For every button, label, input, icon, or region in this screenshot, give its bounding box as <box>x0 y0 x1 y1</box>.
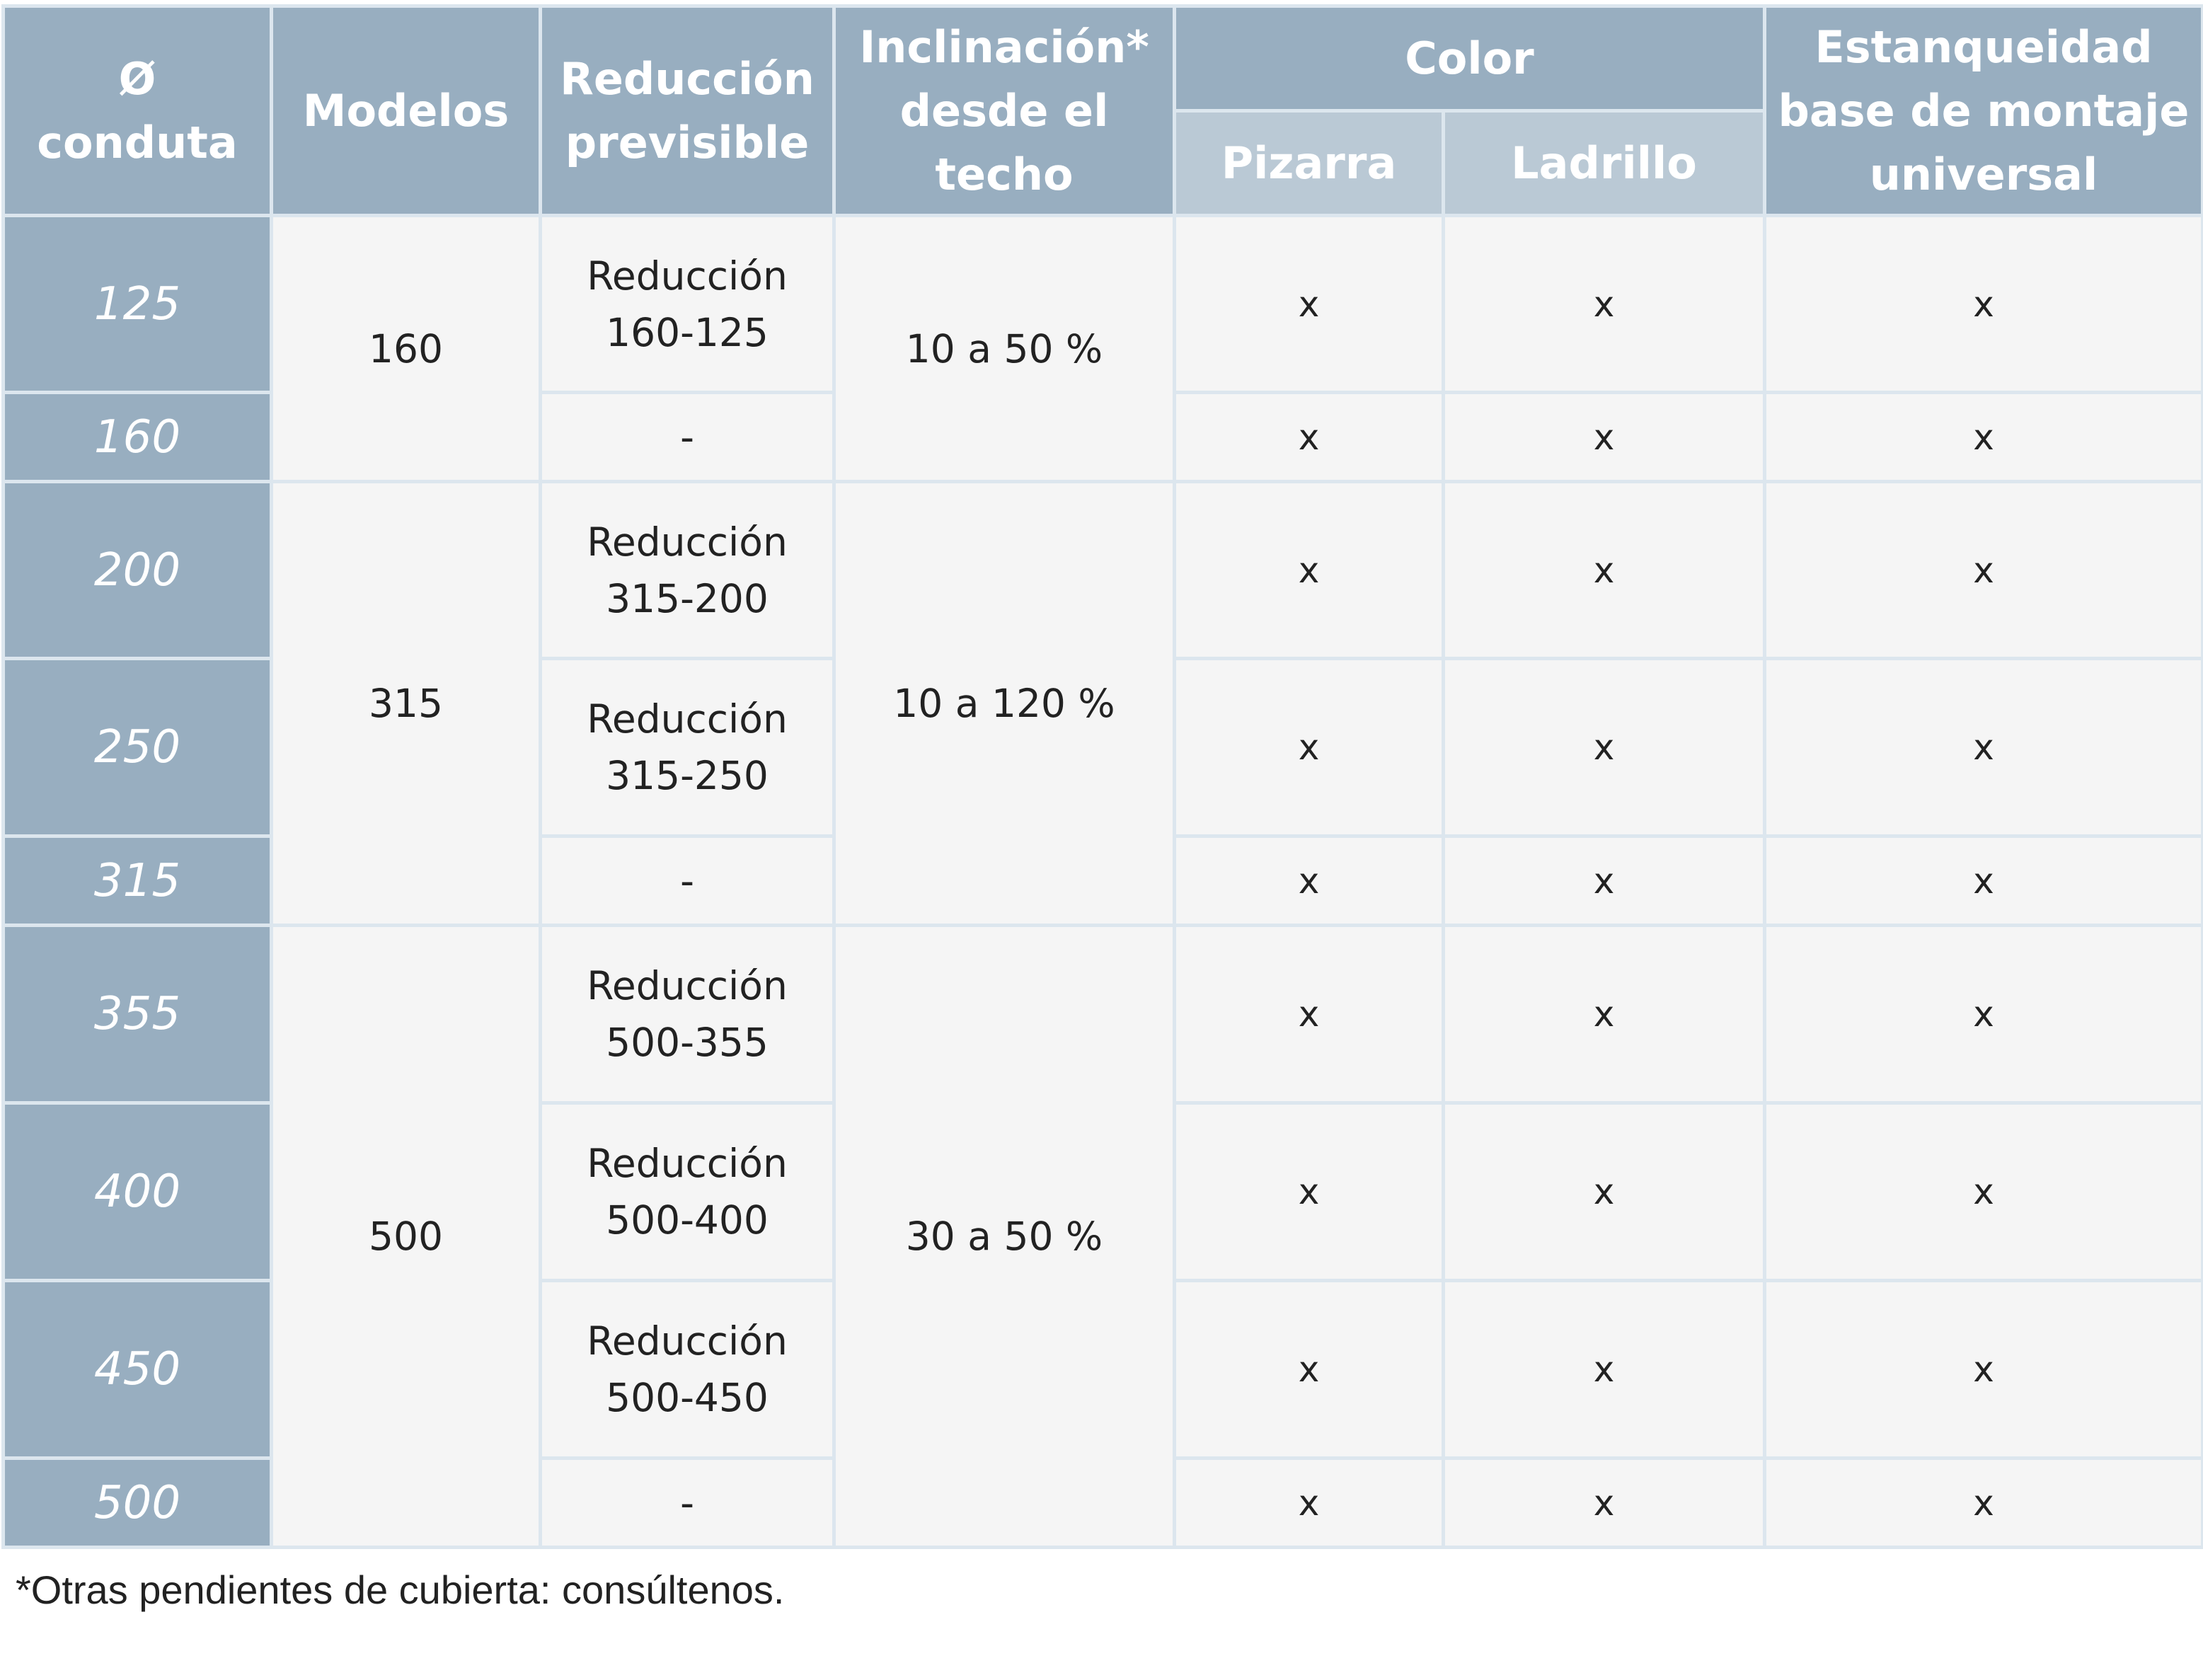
header-incline-line3: techo <box>935 148 1074 200</box>
pizarra-mark: x <box>1173 480 1445 660</box>
reduction-cell: - <box>539 834 836 927</box>
seal-mark: x <box>1763 1279 2203 1460</box>
reduction-line1: - <box>680 1480 694 1526</box>
header-seal-line2: base de montaje <box>1778 84 2190 137</box>
model-cell: 500 <box>270 924 542 1549</box>
duct-diameter: 315 <box>1 834 273 927</box>
header-color: Color <box>1173 4 1766 113</box>
table-row: 250 Reducción 315-250 x x x <box>1 657 2203 838</box>
reduction-line1: Reducción <box>587 963 788 1008</box>
seal-mark: x <box>1763 924 2203 1105</box>
ladrillo-mark: x <box>1442 1101 1766 1282</box>
reduction-line1: - <box>680 414 694 460</box>
reduction-line1: - <box>680 858 694 904</box>
header-duct: Ø conduta <box>1 4 273 217</box>
pizarra-mark: x <box>1173 1279 1445 1460</box>
pizarra-mark: x <box>1173 834 1445 927</box>
table-row: 160 - x x x <box>1 391 2203 483</box>
ladrillo-mark: x <box>1442 834 1766 927</box>
pizarra-mark: x <box>1173 214 1445 394</box>
header-row-top: Ø conduta Modelos Reducción previsible I… <box>1 4 2203 217</box>
incline-cell: 30 a 50 % <box>832 924 1176 1549</box>
duct-diameter: 355 <box>1 924 273 1105</box>
seal-mark: x <box>1763 214 2203 394</box>
ladrillo-mark: x <box>1442 480 1766 660</box>
reduction-line1: Reducción <box>587 519 788 565</box>
reduction-cell: Reducción 315-200 <box>539 480 836 660</box>
duct-diameter: 200 <box>1 480 273 660</box>
header-seal-line3: universal <box>1869 148 2098 200</box>
table-row: 125 160 Reducción 160-125 10 a 50 % x x … <box>1 214 2203 483</box>
reduction-cell: Reducción 500-355 <box>539 924 836 1105</box>
reduction-cell: Reducción 500-400 <box>539 1101 836 1282</box>
seal-mark: x <box>1763 834 2203 927</box>
duct-diameter: 125 <box>1 214 273 394</box>
reduction-cell: Reducción 500-450 <box>539 1279 836 1460</box>
duct-diameter: 500 <box>1 1456 273 1549</box>
reduction-line1: Reducción <box>587 1318 788 1364</box>
reduction-line2: 160-125 <box>606 309 769 355</box>
table-row: 450 Reducción 500-450 x x x <box>1 1279 2203 1460</box>
pizarra-mark: x <box>1173 924 1445 1105</box>
ladrillo-mark: x <box>1442 924 1766 1105</box>
reduction-cell: Reducción 160-125 <box>539 214 836 394</box>
ladrillo-mark: x <box>1442 1279 1766 1460</box>
seal-mark: x <box>1763 391 2203 483</box>
reduction-line1: Reducción <box>587 253 788 299</box>
reduction-line2: 315-250 <box>606 753 769 798</box>
model-cell: 315 <box>270 480 542 927</box>
ladrillo-mark: x <box>1442 1456 1766 1549</box>
header-seal-line1: Estanqueidad <box>1814 21 2153 73</box>
table-row: 315 - x x x <box>1 834 2203 927</box>
table-row: 500 - x x x <box>1 1456 2203 1549</box>
reduction-line2: 500-450 <box>606 1375 769 1420</box>
header-incline-line1: Inclinación* <box>859 21 1149 73</box>
reduction-line1: Reducción <box>587 1141 788 1186</box>
pizarra-mark: x <box>1173 391 1445 483</box>
header-duct-symbol: Ø <box>118 52 156 105</box>
incline-cell: 10 a 120 % <box>832 480 1176 927</box>
pizarra-mark: x <box>1173 1456 1445 1549</box>
pizarra-mark: x <box>1173 1101 1445 1282</box>
header-row-sub: Pizarra Ladrillo <box>4 109 2203 217</box>
header-color-pizarra: Pizarra <box>1173 109 1445 217</box>
seal-mark: x <box>1763 480 2203 660</box>
header-models: Modelos <box>270 4 542 217</box>
reduction-cell: Reducción 315-250 <box>539 657 836 838</box>
reduction-line2: 500-400 <box>606 1197 769 1243</box>
reduction-line2: 500-355 <box>606 1020 769 1065</box>
header-incline: Inclinación* desde el techo <box>832 4 1176 217</box>
header-incline-line2: desde el <box>899 84 1109 137</box>
duct-diameter: 400 <box>1 1101 273 1282</box>
pizarra-mark: x <box>1173 657 1445 838</box>
footnote: *Otras pendientes de cubierta: consúlten… <box>16 1567 785 1612</box>
header-models-label: Modelos <box>302 84 510 137</box>
incline-cell: 10 a 50 % <box>832 214 1176 483</box>
header-color-ladrillo: Ladrillo <box>1442 109 1766 217</box>
ladrillo-mark: x <box>1442 657 1766 838</box>
ladrillo-mark: x <box>1442 214 1766 394</box>
spec-table: Ø conduta Modelos Reducción previsible I… <box>1 4 2203 1549</box>
reduction-line1: Reducción <box>587 696 788 742</box>
header-seal: Estanqueidad base de montaje universal <box>1763 4 2203 217</box>
table-row: 200 315 Reducción 315-200 10 a 120 % x x… <box>1 480 2203 927</box>
reduction-cell: - <box>539 391 836 483</box>
reduction-cell: - <box>539 1456 836 1549</box>
ladrillo-mark: x <box>1442 391 1766 483</box>
table-row: 355 500 Reducción 500-355 30 a 50 % x x … <box>1 924 2203 1549</box>
model-cell: 160 <box>270 214 542 483</box>
header-duct-label: conduta <box>37 116 238 168</box>
header-reduction-line2: previsible <box>565 116 810 168</box>
reduction-line2: 315-200 <box>606 575 769 621</box>
duct-diameter: 160 <box>1 391 273 483</box>
seal-mark: x <box>1763 1101 2203 1282</box>
duct-diameter: 450 <box>1 1279 273 1460</box>
header-reduction: Reducción previsible <box>539 4 836 217</box>
seal-mark: x <box>1763 1456 2203 1549</box>
header-reduction-line1: Reducción <box>560 52 815 105</box>
table-row: 400 Reducción 500-400 x x x <box>1 1101 2203 1282</box>
duct-diameter: 250 <box>1 657 273 838</box>
seal-mark: x <box>1763 657 2203 838</box>
